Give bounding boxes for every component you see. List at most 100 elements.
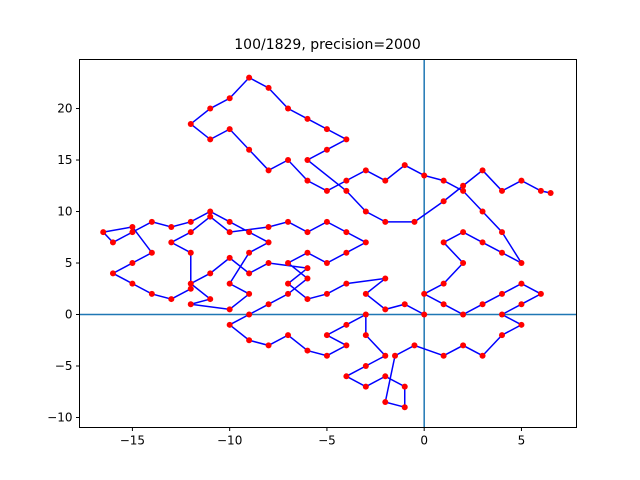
- point: [323, 290, 330, 297]
- point: [362, 208, 369, 215]
- point: [226, 306, 233, 313]
- point: [304, 265, 311, 272]
- point: [226, 218, 233, 225]
- point: [479, 239, 486, 246]
- point: [285, 290, 292, 297]
- point: [460, 187, 467, 194]
- y-tick-label: 20: [57, 102, 72, 116]
- point: [265, 342, 272, 349]
- point: [343, 321, 350, 328]
- point: [187, 229, 194, 236]
- point: [304, 347, 311, 354]
- point: [479, 167, 486, 174]
- point: [187, 218, 194, 225]
- chart-title: 100/1829, precision=2000: [234, 37, 420, 53]
- point: [362, 383, 369, 390]
- point: [440, 198, 447, 205]
- point: [246, 74, 253, 81]
- point: [362, 239, 369, 246]
- y-tick-label: 5: [65, 256, 73, 270]
- point: [207, 136, 214, 143]
- point: [518, 321, 525, 328]
- point: [129, 280, 136, 287]
- point: [323, 218, 330, 225]
- point: [187, 249, 194, 256]
- point: [265, 223, 272, 230]
- point: [187, 301, 194, 308]
- point: [285, 157, 292, 164]
- point: [518, 260, 525, 267]
- point: [285, 218, 292, 225]
- point: [129, 260, 136, 267]
- point: [392, 352, 399, 359]
- point: [498, 249, 505, 256]
- point: [362, 363, 369, 370]
- point: [421, 172, 428, 179]
- point: [421, 290, 428, 297]
- point: [343, 373, 350, 380]
- point: [343, 249, 350, 256]
- point: [343, 342, 350, 349]
- point: [168, 296, 175, 303]
- point: [148, 218, 155, 225]
- x-tick-label: −10: [217, 434, 242, 448]
- point: [323, 187, 330, 194]
- point: [537, 290, 544, 297]
- point: [148, 249, 155, 256]
- point: [226, 280, 233, 287]
- point: [343, 177, 350, 184]
- point: [401, 162, 408, 169]
- y-tick-label: 0: [65, 308, 73, 322]
- point: [246, 270, 253, 277]
- point: [265, 167, 272, 174]
- point: [518, 280, 525, 287]
- point: [323, 146, 330, 153]
- point: [207, 208, 214, 215]
- point: [401, 404, 408, 411]
- point: [246, 290, 253, 297]
- point: [382, 352, 389, 359]
- point: [440, 301, 447, 308]
- point: [440, 177, 447, 184]
- point: [168, 223, 175, 230]
- point: [460, 311, 467, 318]
- point: [304, 296, 311, 303]
- point: [440, 352, 447, 359]
- point: [411, 218, 418, 225]
- point: [187, 280, 194, 287]
- point: [304, 177, 311, 184]
- point: [246, 311, 253, 318]
- point: [187, 285, 194, 292]
- point: [246, 229, 253, 236]
- point: [382, 275, 389, 282]
- point: [440, 239, 447, 246]
- y-tick-label: 10: [57, 205, 72, 219]
- point: [226, 126, 233, 133]
- point: [343, 280, 350, 287]
- point: [129, 229, 136, 236]
- point: [382, 399, 389, 406]
- point: [343, 229, 350, 236]
- point: [460, 260, 467, 267]
- x-tick-label: −15: [120, 434, 145, 448]
- point: [498, 311, 505, 318]
- point: [129, 223, 136, 230]
- point: [148, 290, 155, 297]
- point: [226, 95, 233, 102]
- point: [207, 270, 214, 277]
- point: [246, 337, 253, 344]
- x-tick-label: 0: [420, 434, 428, 448]
- point: [109, 270, 116, 277]
- point: [304, 275, 311, 282]
- point: [460, 342, 467, 349]
- point: [207, 213, 214, 220]
- point: [226, 229, 233, 236]
- point: [265, 260, 272, 267]
- point: [401, 383, 408, 390]
- point: [265, 301, 272, 308]
- point: [226, 321, 233, 328]
- point: [246, 146, 253, 153]
- point: [537, 187, 544, 194]
